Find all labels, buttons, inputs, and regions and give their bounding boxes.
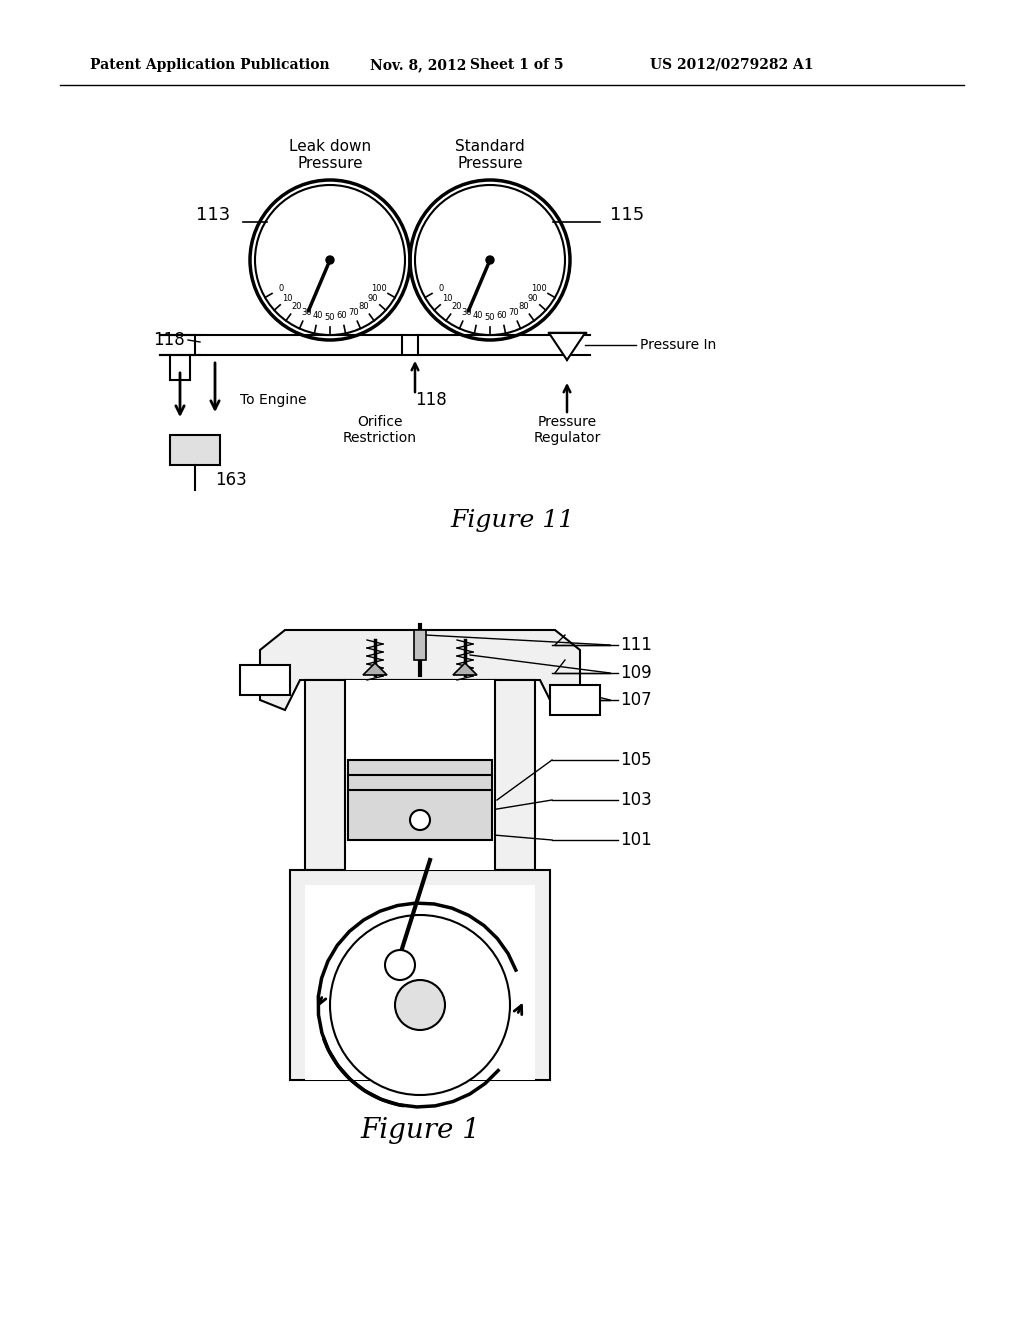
Text: Figure 11: Figure 11 <box>450 508 574 532</box>
Text: Standard
Pressure: Standard Pressure <box>455 139 525 172</box>
Text: 90: 90 <box>368 293 378 302</box>
Polygon shape <box>550 685 600 715</box>
Text: Sheet 1 of 5: Sheet 1 of 5 <box>470 58 563 73</box>
Text: 0: 0 <box>438 284 443 293</box>
Circle shape <box>385 950 415 979</box>
Text: 40: 40 <box>473 312 483 321</box>
Text: US 2012/0279282 A1: US 2012/0279282 A1 <box>650 58 813 73</box>
Text: 60: 60 <box>497 312 507 321</box>
Circle shape <box>330 915 510 1096</box>
Text: Figure 1: Figure 1 <box>360 1117 480 1143</box>
Text: 20: 20 <box>452 301 462 310</box>
Text: 113: 113 <box>196 206 230 224</box>
Bar <box>290 870 550 1080</box>
Text: 111: 111 <box>620 636 652 653</box>
Bar <box>305 680 535 870</box>
Text: 50: 50 <box>484 313 496 322</box>
Text: 50: 50 <box>325 313 335 322</box>
Polygon shape <box>453 663 477 675</box>
Ellipse shape <box>255 185 406 335</box>
Text: 80: 80 <box>518 301 528 310</box>
Text: 10: 10 <box>442 293 453 302</box>
Text: 0: 0 <box>278 284 284 293</box>
Polygon shape <box>260 630 580 710</box>
Circle shape <box>486 256 494 264</box>
Text: 60: 60 <box>337 312 347 321</box>
Text: 100: 100 <box>531 284 547 293</box>
Text: 118: 118 <box>154 331 185 348</box>
Text: Pressure
Regulator: Pressure Regulator <box>534 414 601 445</box>
Text: 105: 105 <box>620 751 651 770</box>
Text: Leak down
Pressure: Leak down Pressure <box>289 139 371 172</box>
Text: 163: 163 <box>215 471 247 488</box>
Text: Pressure In: Pressure In <box>640 338 716 352</box>
Polygon shape <box>240 665 290 696</box>
Circle shape <box>410 810 430 830</box>
Text: 101: 101 <box>620 832 651 849</box>
Text: 118: 118 <box>415 391 446 409</box>
Text: Orifice
Restriction: Orifice Restriction <box>343 414 417 445</box>
Text: 115: 115 <box>610 206 644 224</box>
Bar <box>170 436 220 465</box>
Circle shape <box>326 256 334 264</box>
Polygon shape <box>549 333 585 360</box>
Text: Nov. 8, 2012: Nov. 8, 2012 <box>370 58 466 73</box>
Text: 107: 107 <box>620 690 651 709</box>
Bar <box>305 884 535 1080</box>
Text: 70: 70 <box>348 308 358 317</box>
Text: Patent Application Publication: Patent Application Publication <box>90 58 330 73</box>
Text: To Engine: To Engine <box>240 393 306 407</box>
Text: 103: 103 <box>620 791 651 809</box>
Text: 10: 10 <box>283 293 293 302</box>
Bar <box>414 630 426 660</box>
Polygon shape <box>362 663 387 675</box>
Bar <box>348 760 492 840</box>
Ellipse shape <box>415 185 565 335</box>
Bar <box>345 680 495 870</box>
Text: 80: 80 <box>358 301 369 310</box>
Text: 30: 30 <box>462 308 472 317</box>
Circle shape <box>395 979 445 1030</box>
Text: 40: 40 <box>313 312 324 321</box>
Text: 30: 30 <box>301 308 312 317</box>
Text: 100: 100 <box>372 284 387 293</box>
Text: 70: 70 <box>508 308 518 317</box>
Text: 90: 90 <box>527 293 538 302</box>
Text: 109: 109 <box>620 664 651 682</box>
Text: 20: 20 <box>291 301 302 310</box>
